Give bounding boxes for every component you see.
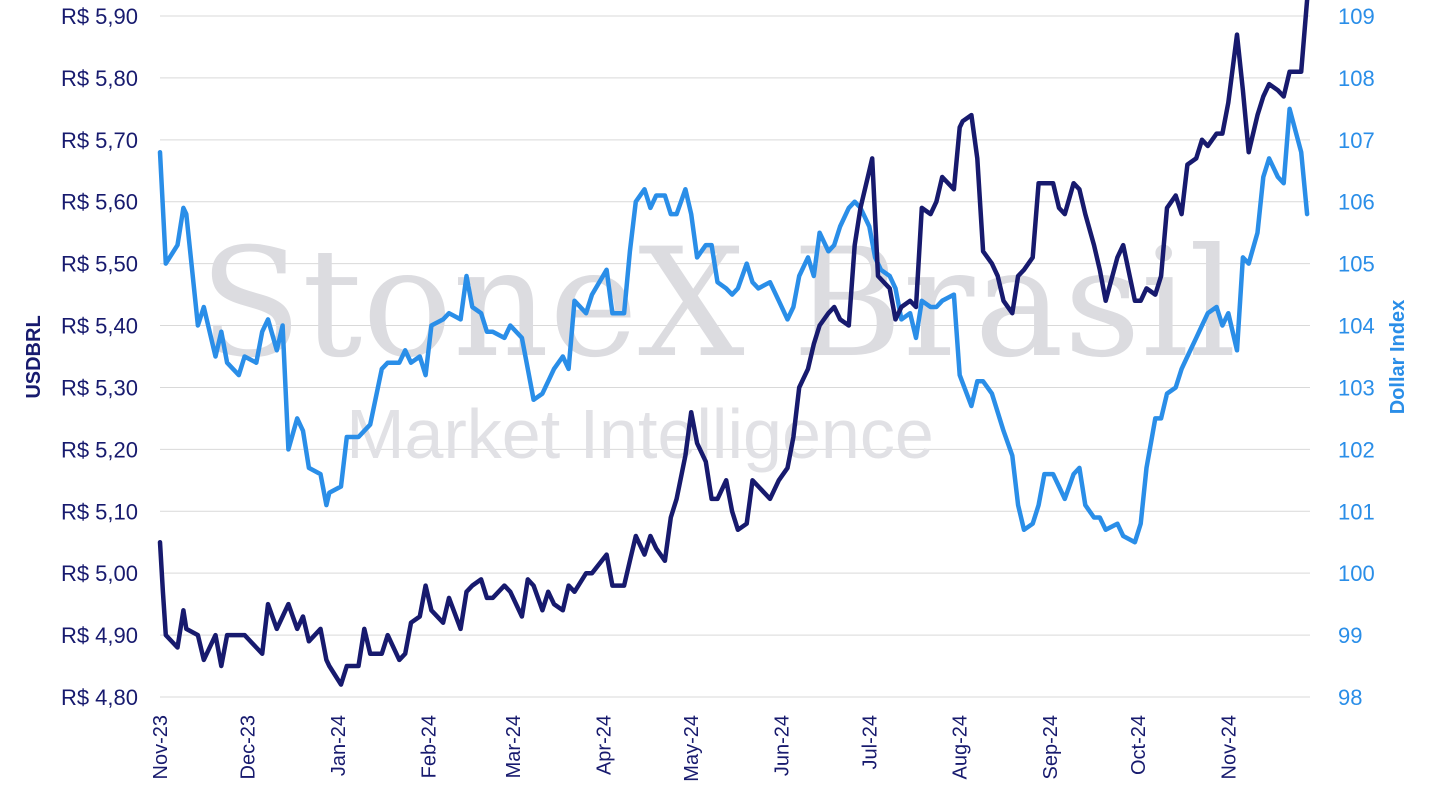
right-y-axis-title: Dollar Index xyxy=(1387,300,1409,414)
right-tick-label: 107 xyxy=(1338,128,1375,153)
x-tick-label: Apr-24 xyxy=(594,715,616,775)
series-layer xyxy=(157,0,1310,687)
left-y-axis-ticks: R$ 4,80 R$ 4,90 R$ 5,00 R$ 5,10 R$ 5,20 R$ 5,… xyxy=(61,4,138,710)
left-tick-label: R$ 4,80 xyxy=(61,685,138,710)
right-tick-label: 108 xyxy=(1338,66,1375,91)
left-tick-label: R$ 5,60 xyxy=(61,190,138,215)
x-tick-label: Feb-24 xyxy=(419,715,441,778)
right-tick-label: 106 xyxy=(1338,190,1375,215)
left-tick-label: R$ 5,80 xyxy=(61,66,138,91)
left-tick-label: R$ 5,00 xyxy=(61,561,138,586)
right-tick-label: 102 xyxy=(1338,437,1375,462)
x-tick-label: Jun-24 xyxy=(772,715,794,776)
x-tick-label: Oct-24 xyxy=(1128,715,1150,775)
dollar-index-series-line xyxy=(157,106,1310,545)
x-axis-ticks: Nov-23 Dec-23 Jan-24 Feb-24 Mar-24 Apr-24 May-… xyxy=(150,715,1240,782)
x-tick-label: May-24 xyxy=(681,715,703,782)
left-tick-label: R$ 5,70 xyxy=(61,128,138,153)
left-tick-label: R$ 5,30 xyxy=(61,375,138,400)
x-tick-label: Nov-24 xyxy=(1218,715,1240,779)
left-tick-label: R$ 5,40 xyxy=(61,314,138,339)
x-tick-label: Jan-24 xyxy=(328,715,350,776)
left-tick-label: R$ 4,90 xyxy=(61,623,138,648)
right-tick-label: 105 xyxy=(1338,252,1375,277)
x-tick-label: Mar-24 xyxy=(503,715,525,778)
usdbrl-series-line xyxy=(157,0,1310,687)
right-tick-label: 100 xyxy=(1338,561,1375,586)
left-tick-label: R$ 5,90 xyxy=(61,4,138,29)
x-tick-label: Nov-23 xyxy=(150,715,172,779)
watermark-line1: StoneX Brasil xyxy=(199,217,1236,391)
gridlines xyxy=(160,15,1310,698)
left-y-axis-title: USDBRL xyxy=(23,315,45,398)
watermark-line2: Market Intelligence xyxy=(346,395,934,473)
right-tick-label: 104 xyxy=(1338,314,1375,339)
x-tick-label: Dec-23 xyxy=(238,715,260,779)
right-tick-label: 109 xyxy=(1338,4,1375,29)
right-y-axis-ticks: 98 99 100 101 102 103 104 105 106 107 108 109 xyxy=(1338,4,1375,710)
x-tick-label: Aug-24 xyxy=(950,715,972,780)
x-tick-label: Sep-24 xyxy=(1040,715,1062,780)
left-tick-label: R$ 5,20 xyxy=(61,437,138,462)
x-tick-label: Jul-24 xyxy=(859,715,881,769)
watermark: StoneX Brasil Market Intelligence xyxy=(199,217,1236,473)
left-tick-label: R$ 5,50 xyxy=(61,252,138,277)
right-tick-label: 101 xyxy=(1338,499,1375,524)
right-tick-label: 98 xyxy=(1338,685,1362,710)
left-tick-label: R$ 5,10 xyxy=(61,499,138,524)
right-tick-label: 99 xyxy=(1338,623,1362,648)
right-tick-label: 103 xyxy=(1338,375,1375,400)
